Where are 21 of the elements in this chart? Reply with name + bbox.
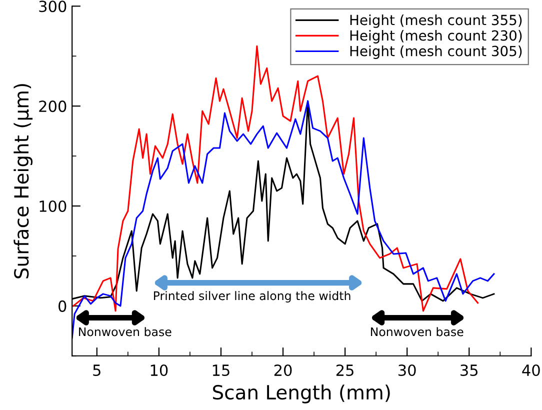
x-tick-label: 10 bbox=[150, 364, 168, 376]
y-tick-label: 200 bbox=[39, 100, 66, 112]
x-tick-label: 25 bbox=[336, 364, 354, 376]
legend-label: Height (mesh count 355) bbox=[350, 14, 522, 28]
line-series bbox=[72, 100, 495, 339]
annotation: Printed silver line along the width bbox=[154, 291, 350, 302]
y-tick-label: 0 bbox=[58, 300, 66, 312]
y-tick-label: 300 bbox=[39, 0, 66, 12]
x-axis-title: Scan Length (mm) bbox=[213, 384, 390, 404]
legend-label: Height (mesh count 230) bbox=[350, 30, 522, 44]
x-tick-label: 20 bbox=[274, 364, 292, 376]
x-tick-label: 5 bbox=[93, 364, 100, 376]
x-tick-label: 30 bbox=[398, 364, 416, 376]
x-tick-label: 15 bbox=[212, 364, 230, 376]
y-axis-title: Surface Height (μm) bbox=[14, 84, 33, 278]
x-tick-label: 40 bbox=[522, 364, 540, 376]
annotation: Nonwoven base bbox=[370, 327, 464, 336]
legend-label: Height (mesh count 305) bbox=[350, 46, 522, 59]
annotation: Nonwoven base bbox=[79, 327, 172, 336]
x-tick-label: 35 bbox=[460, 364, 478, 376]
y-tick-label: 100 bbox=[40, 200, 66, 212]
